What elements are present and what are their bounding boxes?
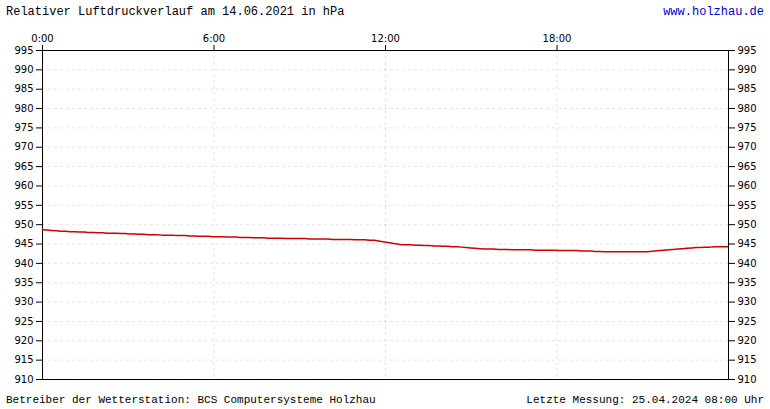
- svg-text:915: 915: [14, 354, 33, 365]
- svg-text:975: 975: [14, 122, 33, 133]
- svg-text:960: 960: [738, 180, 757, 191]
- svg-text:930: 930: [14, 296, 33, 307]
- svg-text:6:00: 6:00: [203, 33, 225, 44]
- svg-text:945: 945: [14, 238, 33, 249]
- svg-text:980: 980: [738, 103, 757, 114]
- svg-text:18:00: 18:00: [543, 33, 572, 44]
- svg-text:985: 985: [14, 83, 33, 94]
- svg-text:995: 995: [738, 45, 757, 56]
- svg-text:975: 975: [738, 122, 757, 133]
- svg-text:950: 950: [14, 219, 33, 230]
- svg-text:920: 920: [14, 335, 33, 346]
- svg-text:965: 965: [738, 161, 757, 172]
- html-text:Letzte Messung: 25.04.2024 08:: Letzte Messung: 25.04.2024 08:00 Uhr: [526, 394, 764, 406]
- html-text:Betreiber der Wetterstation: B: Betreiber der Wetterstation: BCS Compute…: [6, 394, 376, 406]
- svg-text:955: 955: [738, 200, 757, 211]
- svg-text:12:00: 12:00: [371, 33, 400, 44]
- svg-text:915: 915: [738, 354, 757, 365]
- svg-text:0:00: 0:00: [31, 33, 53, 44]
- svg-text:940: 940: [14, 258, 33, 269]
- svg-text:940: 940: [738, 258, 757, 269]
- svg-text:990: 990: [738, 64, 757, 75]
- svg-text:925: 925: [14, 316, 33, 327]
- svg-text:935: 935: [738, 277, 757, 288]
- svg-text:960: 960: [14, 180, 33, 191]
- svg-text:920: 920: [738, 335, 757, 346]
- html-text:www.holzhau.de: www.holzhau.de: [663, 5, 764, 19]
- svg-text:970: 970: [738, 141, 757, 152]
- svg-text:990: 990: [14, 64, 33, 75]
- html-text:Relativer Luftdruckverlauf am: Relativer Luftdruckverlauf am 14.06.2021…: [6, 5, 345, 19]
- svg-text:945: 945: [738, 238, 757, 249]
- svg-text:935: 935: [14, 277, 33, 288]
- svg-text:910: 910: [738, 374, 757, 385]
- svg-text:910: 910: [14, 374, 33, 385]
- svg-text:985: 985: [738, 83, 757, 94]
- svg-text:950: 950: [738, 219, 757, 230]
- svg-text:925: 925: [738, 316, 757, 327]
- svg-text:970: 970: [14, 141, 33, 152]
- svg-text:965: 965: [14, 161, 33, 172]
- svg-text:930: 930: [738, 296, 757, 307]
- svg-text:980: 980: [14, 103, 33, 114]
- svg-text:955: 955: [14, 200, 33, 211]
- svg-text:995: 995: [14, 45, 33, 56]
